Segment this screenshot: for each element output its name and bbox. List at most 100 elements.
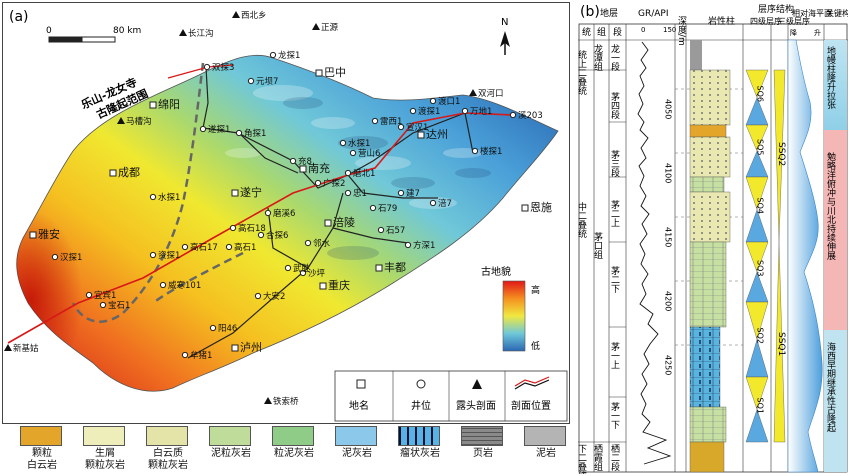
place-label: 正源: [321, 23, 339, 33]
place-label: 绵阳: [158, 97, 180, 111]
stage-2-label: 勉略洋俯冲与川北持续伸展: [825, 151, 836, 261]
outcrop-marker: [312, 23, 320, 30]
place-label: 建7: [406, 188, 420, 199]
lithology-swatch-bioclastic-grainstone: [83, 426, 125, 446]
lithology-legend: 颗粒 白云岩 生屑 颗粒灰岩 白云质 颗粒灰岩 泥粒灰岩 粒泥灰岩 泥灰岩 瘤状灰岩 页岩 泥岩: [10, 426, 570, 474]
lithology-column: [689, 40, 731, 473]
place-label: 汉探1: [60, 252, 82, 263]
city-symbol-icon: [356, 379, 366, 389]
svg-text:N: N: [501, 17, 508, 28]
svg-text:0: 0: [641, 26, 645, 34]
well-marker: [344, 189, 352, 197]
depth-ticks: 4050 4100 4150 4200 4250: [664, 88, 743, 375]
place-label: 涪7: [438, 198, 452, 209]
column-svg: (b) 地层 统 组 段 GR/API 0 150 深度/m 岩性柱 层序结构 …: [578, 3, 848, 474]
lithology-label: 泥粒灰岩: [211, 448, 251, 459]
svg-text:高: 高: [531, 284, 540, 296]
place-label: 方深1: [413, 240, 435, 251]
place-label: 资探1: [158, 250, 180, 261]
svg-text:段: 段: [613, 26, 622, 38]
sq-label: SQ4: [756, 198, 765, 214]
place-label: 龙探1: [278, 50, 300, 61]
place-label: 雅安: [38, 227, 60, 241]
well-marker: [257, 231, 265, 239]
fourth-order-sequences: SQ6 SQ5 SQ4 SQ3 SQ2 SQ1: [745, 69, 769, 443]
place-label: 磨溪6: [273, 208, 295, 219]
well-marker: [284, 264, 292, 272]
svg-text:四级层序: 四级层序: [750, 16, 782, 26]
svg-text:深度/m: 深度/m: [676, 16, 687, 46]
lithology-label: 泥灰岩: [342, 448, 372, 459]
panel-b-label: (b): [580, 4, 600, 20]
place-label: 成都: [118, 166, 140, 179]
sq-regressive-triangle: [745, 241, 769, 273]
place-label: 新基姑: [13, 343, 39, 354]
place-label: 武胜: [293, 263, 311, 274]
well-marker: [247, 77, 255, 85]
member-mao1-upper: 茅一上: [609, 342, 620, 369]
svg-text:地层: 地层: [600, 7, 618, 19]
svg-text:低: 低: [531, 340, 540, 352]
third-order-sequences: SSQ2 SSQ1: [773, 69, 786, 443]
place-label: 渡探1: [418, 106, 440, 117]
profile-symbol-icon: [514, 379, 550, 390]
ssq1-label: SSQ1: [776, 332, 786, 356]
place-label: 邻水: [313, 238, 331, 249]
sq-transgressive-triangle: [745, 208, 769, 243]
well-marker: [471, 147, 479, 155]
sq-regressive-triangle: [745, 176, 769, 211]
place-label: 双河口: [478, 88, 504, 99]
lithology-swatch-wackestone: [272, 426, 314, 446]
well-symbol-icon: [416, 379, 426, 389]
lithology-swatch-granular-dolomite: [20, 426, 62, 446]
sq-regressive-triangle: [745, 124, 769, 152]
well-marker: [397, 123, 405, 131]
legend-outcrop-label: 露头剖面: [456, 399, 496, 412]
panel-a-label: (a): [9, 9, 29, 25]
legend-well-label: 井位: [411, 399, 431, 412]
lithology-swatch-packstone: [209, 426, 251, 446]
place-label: 南充: [308, 161, 330, 175]
well-marker: [349, 149, 357, 157]
paleogeomorphology-map-panel: 西北乡 正源 长江沟 双河口 龙探1 双探3 元坝7 巴中 绵阳 马槽沟 遂探1 角探1 达州 雷西1 宣汉…: [2, 2, 570, 424]
place-label: 马槽沟: [126, 116, 152, 127]
system-lower: 下二叠统: [578, 444, 587, 474]
member-mao4: 茅四段: [609, 92, 620, 120]
outcrop-marker: [264, 397, 272, 404]
well-marker: [304, 239, 312, 247]
place-label: 宝石1: [108, 300, 130, 311]
lithology-label: 生屑 颗粒灰岩: [85, 448, 125, 471]
scale-bar: 0 80 km: [46, 26, 141, 43]
paleo-legend: 古地貌 高 低: [481, 265, 540, 352]
well-marker: [299, 269, 307, 277]
well-marker: [509, 111, 517, 119]
svg-text:150: 150: [663, 26, 676, 34]
place-label: 雷西1: [380, 117, 402, 127]
sq-regressive-triangle: [745, 69, 769, 99]
svg-text:GR/API: GR/API: [638, 9, 669, 19]
place-label: 双探3: [212, 62, 234, 73]
place-label: 大安2: [263, 291, 285, 302]
well-marker: [397, 189, 405, 197]
city-marker: [375, 264, 383, 272]
member-qi2: 栖二段: [609, 443, 620, 472]
depth-tick-label: 4100: [664, 163, 673, 183]
place-label: 丰都: [384, 261, 406, 274]
place-label: 长江沟: [188, 28, 214, 39]
lithology-swatch-mudstone: [524, 426, 566, 446]
formation-qixia: 栖霞组: [592, 443, 603, 471]
well-marker: [409, 107, 417, 115]
well-marker: [404, 241, 412, 249]
sq-label: SQ6: [756, 86, 765, 102]
member-long1: 龙一段: [609, 43, 620, 72]
well-marker: [254, 292, 262, 300]
place-label: 渡口1: [438, 96, 460, 107]
legend-profile-label: 剖面位置: [511, 399, 551, 412]
well-marker: [203, 63, 211, 71]
svg-text:降: 降: [790, 28, 797, 37]
well-marker: [429, 199, 437, 207]
well-marker: [429, 97, 437, 105]
tectonic-stages: 地幔柱隆升拉张 勉略洋俯冲与川北持续伸展 海西早期继承性古隆起: [824, 40, 847, 472]
place-label: 涪陵: [333, 215, 355, 229]
place-label: 铁索桥: [273, 396, 299, 407]
